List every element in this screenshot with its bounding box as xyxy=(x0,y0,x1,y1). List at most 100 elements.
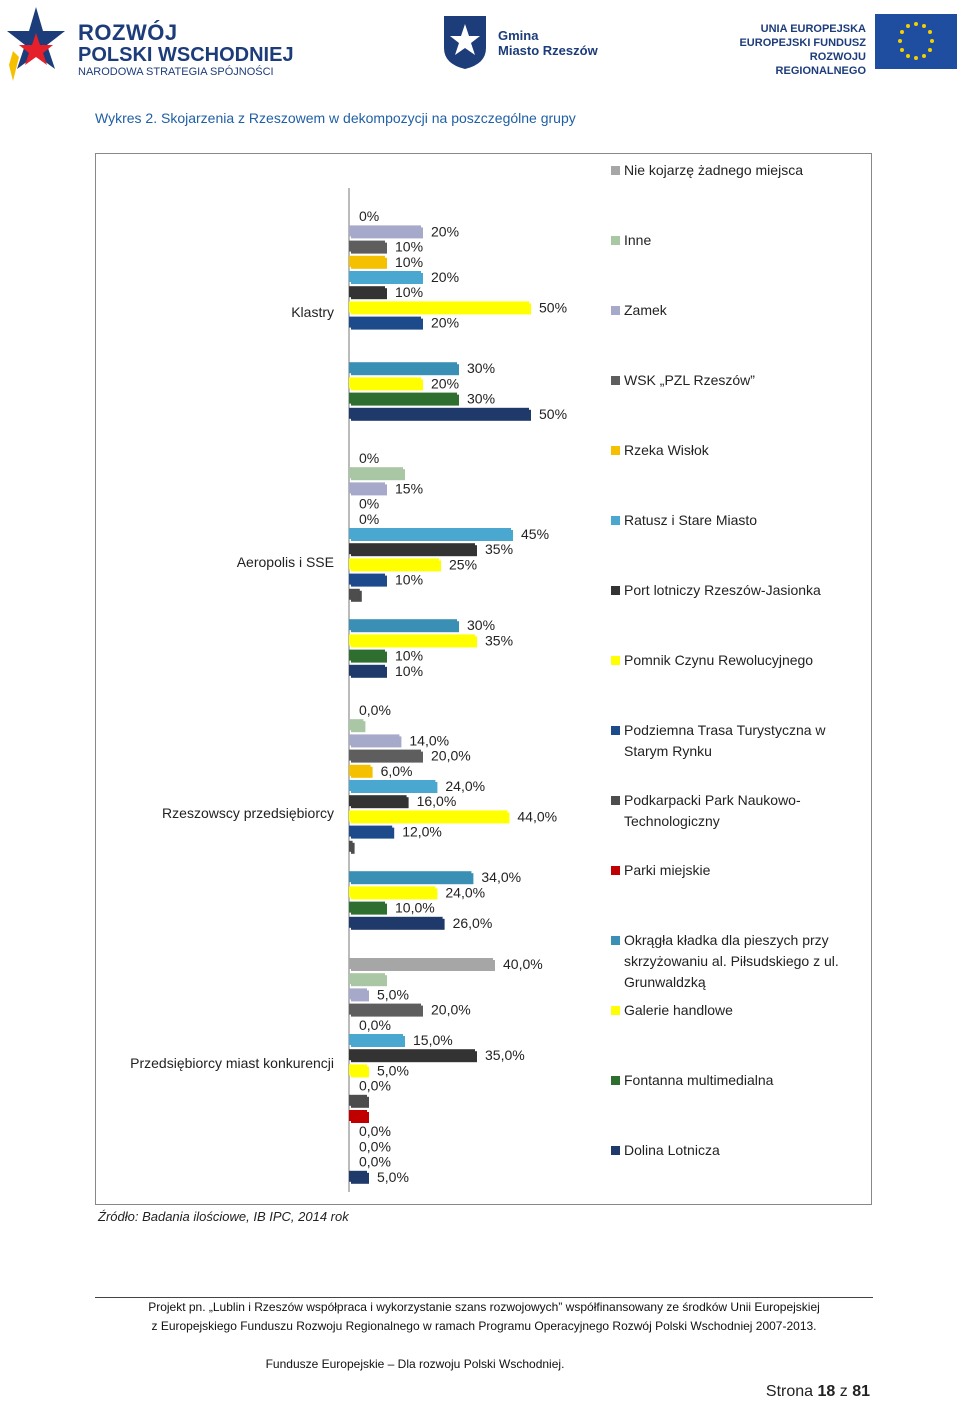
bar xyxy=(349,840,353,852)
data-label: 20% xyxy=(431,375,459,391)
data-label: 24,0% xyxy=(445,778,485,794)
logo-left-line3: NARODOWA STRATEGIA SPÓJNOŚCI xyxy=(78,66,274,78)
legend-label: WSK „PZL Rzeszów” xyxy=(624,372,755,388)
legend-label: Podziemna Trasa Turystyczna w Starym Ryn… xyxy=(624,722,826,759)
bar xyxy=(349,362,457,374)
logo-left-line2: POLSKI WSCHODNIEJ xyxy=(78,44,294,66)
data-label: 0,0% xyxy=(359,702,391,718)
rzeszow-crest-icon xyxy=(444,16,486,69)
bar xyxy=(349,780,436,791)
data-label: 35,0% xyxy=(485,1047,525,1063)
bar xyxy=(349,286,385,298)
data-label: 24,0% xyxy=(445,884,485,900)
data-label: 5,0% xyxy=(377,986,409,1002)
data-label: 20,0% xyxy=(431,1002,471,1018)
bar xyxy=(349,1003,421,1015)
category-label: Klastry xyxy=(291,304,334,320)
star-logo-icon xyxy=(7,7,65,81)
data-label: 20,0% xyxy=(431,748,471,764)
bar xyxy=(349,240,385,252)
data-label: 10% xyxy=(395,663,423,679)
logo-middle: Gmina Miasto Rzeszów xyxy=(498,28,628,58)
bar xyxy=(349,664,385,676)
data-label: 0% xyxy=(359,208,379,224)
bar xyxy=(349,886,436,898)
bar xyxy=(349,1049,475,1061)
footer-divider xyxy=(95,1297,873,1298)
category-label: Rzeszowscy przedsiębiorcy xyxy=(162,805,334,821)
bar xyxy=(349,734,400,746)
legend-swatch xyxy=(611,796,620,805)
legend-label: Podkarpacki Park Naukowo-Technologiczny xyxy=(624,792,801,829)
data-label: 12,0% xyxy=(402,824,442,840)
bar xyxy=(349,316,421,328)
bar xyxy=(349,749,421,761)
legend-label: Dolina Lotnicza xyxy=(624,1142,720,1158)
data-label: 10,0% xyxy=(395,900,435,916)
bar-shadow xyxy=(351,842,355,854)
footer-line1: Projekt pn. „Lublin i Rzeszów współpraca… xyxy=(148,1300,820,1314)
legend-label: Parki miejskie xyxy=(624,862,711,878)
bar xyxy=(349,649,385,661)
legend-label: Rzeka Wisłok xyxy=(624,442,709,458)
bar xyxy=(349,377,421,389)
bar xyxy=(349,588,360,600)
bar xyxy=(349,528,511,539)
bar xyxy=(349,988,367,1000)
page-sep: z xyxy=(839,1383,848,1400)
legend-label: Port lotniczy Rzeszów-Jasionka xyxy=(624,582,821,598)
bar xyxy=(349,916,443,928)
legend-swatch xyxy=(611,516,620,525)
logo-right: UNIA EUROPEJSKA EUROPEJSKI FUNDUSZ ROZWO… xyxy=(726,22,866,78)
legend-swatch xyxy=(611,166,620,175)
category-label: Aeropolis i SSE xyxy=(237,554,334,570)
data-label: 25% xyxy=(449,556,477,572)
data-label: 20% xyxy=(431,315,459,331)
bar xyxy=(349,255,385,267)
data-label: 0% xyxy=(359,450,379,466)
legend-label: Fontanna multimedialna xyxy=(624,1072,774,1088)
legend-swatch xyxy=(611,936,620,945)
data-label: 45% xyxy=(521,526,549,542)
source-note: Źródło: Badania ilościowe, IB IPC, 2014 … xyxy=(98,1209,349,1224)
chart-frame xyxy=(95,153,872,1205)
logo-left xyxy=(5,5,305,85)
bar xyxy=(349,543,475,555)
bar xyxy=(349,573,385,585)
bar xyxy=(349,301,529,313)
data-label: 0% xyxy=(359,496,379,512)
bar xyxy=(349,467,403,479)
footer-line3: Fundusze Europejskie – Dla rozwoju Polsk… xyxy=(265,1357,565,1371)
bar xyxy=(349,407,529,419)
data-label: 5,0% xyxy=(377,1169,409,1185)
data-label: 20% xyxy=(431,269,459,285)
eu-flag-icon xyxy=(875,14,957,69)
data-label: 5,0% xyxy=(377,1062,409,1078)
bar xyxy=(349,634,475,646)
legend-swatch xyxy=(611,1006,620,1015)
data-label: 0,0% xyxy=(359,1078,391,1094)
data-label: 44,0% xyxy=(517,808,557,824)
page-current: 18 xyxy=(817,1383,836,1400)
data-label: 10% xyxy=(395,572,423,588)
legend-swatch xyxy=(611,1076,620,1085)
bar xyxy=(349,973,385,985)
data-label: 35% xyxy=(485,632,513,648)
data-label: 0,0% xyxy=(359,1017,391,1033)
data-label: 26,0% xyxy=(453,915,493,931)
legend-label: Zamek xyxy=(624,302,667,318)
footer-line2: z Europejskiego Funduszu Rozwoju Regiona… xyxy=(151,1319,817,1333)
bar xyxy=(349,1110,367,1121)
page-number: Strona 18 z 81 xyxy=(740,1383,870,1401)
data-label: 20% xyxy=(431,223,459,239)
bar xyxy=(349,619,457,631)
logo-right-line3: ROZWOJU REGIONALNEGO xyxy=(775,51,866,77)
data-label: 15% xyxy=(395,480,423,496)
data-label: 0,0% xyxy=(359,1123,391,1139)
legend-swatch xyxy=(611,656,620,665)
data-label: 10% xyxy=(395,648,423,664)
data-label: 10% xyxy=(395,254,423,270)
data-label: 15,0% xyxy=(413,1032,453,1048)
legend-swatch xyxy=(611,866,620,875)
bar xyxy=(349,719,364,731)
